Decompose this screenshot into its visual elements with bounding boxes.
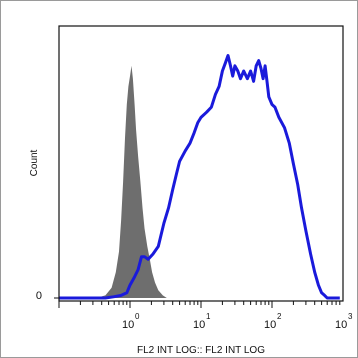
x-tick-exponent: 0 — [135, 312, 140, 321]
series-0-filled-histogram — [95, 65, 167, 298]
x-tick-exponent: 3 — [348, 312, 353, 321]
plot-frame — [58, 25, 344, 302]
x-tick-label: 10 — [335, 319, 347, 331]
x-axis-label: FL2 INT LOG:: FL2 INT LOG — [137, 345, 265, 356]
series-1-line-histogram — [59, 54, 340, 300]
x-tick-label: 10 — [122, 319, 134, 331]
x-tick-label: 10 — [193, 319, 205, 331]
x-tick-exponent: 2 — [277, 312, 282, 321]
y-axis-label: Count — [29, 149, 40, 176]
x-tick-exponent: 1 — [206, 312, 211, 321]
x-tick-label: 10 — [264, 319, 276, 331]
y-tick-label: 0 — [36, 290, 42, 302]
